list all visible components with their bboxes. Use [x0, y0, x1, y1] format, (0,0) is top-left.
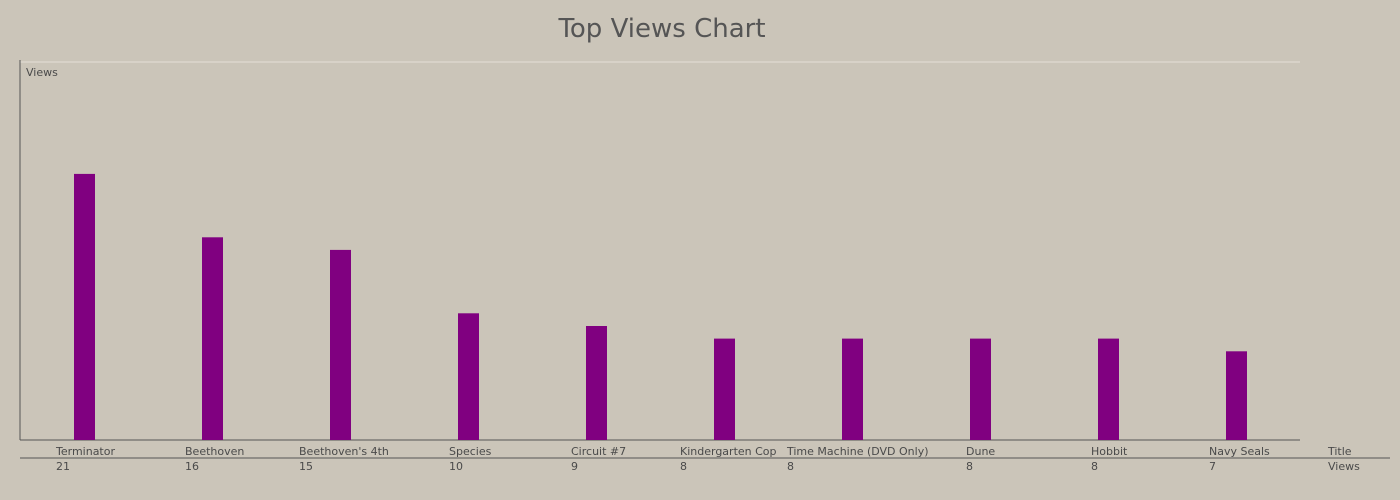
bar-6	[842, 338, 863, 440]
bar-7	[970, 338, 991, 440]
category-label-6: Time Machine (DVD Only)	[786, 445, 929, 458]
category-label-3: Species	[449, 445, 492, 458]
category-label-9: Navy Seals	[1209, 445, 1270, 458]
bar-0	[74, 173, 95, 440]
bar-series	[74, 173, 1247, 440]
bar-1	[202, 237, 223, 440]
value-label-3: 10	[449, 460, 463, 473]
category-label-2: Beethoven's 4th	[299, 445, 389, 458]
bar-8	[1098, 338, 1119, 440]
value-label-5: 8	[680, 460, 687, 473]
bar-3	[458, 313, 479, 440]
bar-5	[714, 338, 735, 440]
value-label-6: 8	[787, 460, 794, 473]
category-label-8: Hobbit	[1091, 445, 1128, 458]
category-label-7: Dune	[966, 445, 995, 458]
category-label-4: Circuit #7	[571, 445, 626, 458]
chart-title: Top Views Chart	[558, 14, 766, 44]
category-label-0: Terminator	[55, 445, 115, 458]
category-labels: Terminator 21 Beethoven 16 Beethoven's 4th 15…	[55, 445, 1270, 473]
value-label-7: 8	[966, 460, 973, 473]
category-label-5: Kindergarten Cop	[680, 445, 777, 458]
bar-9	[1226, 351, 1247, 440]
y-axis-label: Views	[26, 66, 58, 79]
table-row-label-title: Title	[1327, 445, 1352, 458]
table-row-label-views: Views	[1328, 460, 1360, 473]
value-label-2: 15	[299, 460, 313, 473]
value-label-9: 7	[1209, 460, 1216, 473]
value-label-1: 16	[185, 460, 199, 473]
value-label-8: 8	[1091, 460, 1098, 473]
category-label-1: Beethoven	[185, 445, 244, 458]
value-label-0: 21	[56, 460, 70, 473]
value-label-4: 9	[571, 460, 578, 473]
bar-2	[330, 249, 351, 440]
bar-4	[586, 326, 607, 440]
